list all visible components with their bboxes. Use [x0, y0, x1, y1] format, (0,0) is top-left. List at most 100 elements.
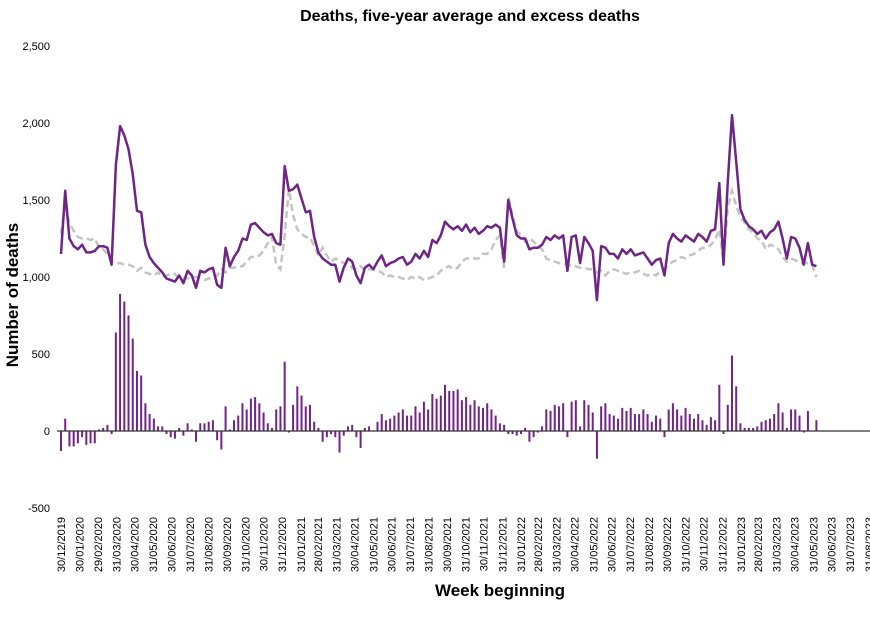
excess-bar: [131, 338, 134, 431]
excess-bar: [507, 431, 510, 435]
excess-bar: [144, 403, 147, 431]
excess-bar: [186, 423, 189, 431]
excess-bar: [549, 410, 552, 431]
x-tick-label: 31/05/2023: [808, 517, 820, 572]
excess-bar: [207, 421, 210, 431]
excess-bar: [308, 404, 311, 431]
excess-bar: [579, 426, 582, 431]
excess-bar: [806, 410, 809, 431]
excess-bar: [553, 404, 556, 431]
excess-bar: [608, 414, 611, 431]
excess-bar: [220, 431, 223, 450]
x-tick-label: 30/11/2022: [699, 517, 711, 571]
x-tick-label: 31/03/2022: [552, 517, 564, 572]
deaths-line: [59, 114, 817, 302]
excess-bar: [583, 400, 586, 431]
x-tick-label: 30/01/2020: [75, 517, 87, 572]
excess-bar: [427, 409, 430, 431]
excess-bar: [60, 431, 62, 452]
excess-bar: [524, 427, 527, 431]
x-tick-label: 31/03/2023: [772, 517, 784, 572]
excess-bar: [621, 407, 624, 431]
excess-bar: [705, 424, 708, 431]
excess-bar: [629, 407, 632, 431]
excess-bar: [93, 431, 96, 444]
excess-bar: [768, 418, 771, 431]
x-tick-label: 31/07/2022: [625, 517, 637, 572]
excess-bar: [127, 315, 130, 431]
x-tick-label: 31/07/2021: [405, 517, 417, 572]
excess-bar: [72, 431, 75, 447]
excess-bar: [178, 427, 181, 431]
excess-bar: [448, 390, 451, 431]
excess-bar: [545, 409, 548, 431]
x-tick-label: 28/02/2021: [313, 517, 325, 572]
excess-bar: [135, 370, 138, 431]
excess-bar: [169, 431, 172, 438]
excess-bar: [414, 406, 417, 431]
excess-bar: [123, 301, 126, 431]
excess-bar: [714, 420, 717, 431]
excess-bar: [439, 395, 442, 431]
excess-bar: [330, 431, 333, 435]
excess-bar: [486, 403, 489, 431]
y-tick-label: 2,000: [22, 118, 50, 130]
excess-bar: [304, 406, 307, 431]
excess-bar: [346, 426, 349, 431]
excess-bar: [401, 409, 404, 431]
excess-bar: [182, 431, 185, 436]
excess-bar: [279, 406, 282, 431]
excess-bar: [655, 415, 658, 431]
excess-bar: [595, 431, 598, 459]
excess-bar: [114, 332, 117, 431]
x-tick-label: 30/09/2021: [442, 517, 454, 572]
excess-bar: [781, 412, 784, 431]
excess-bar: [102, 427, 105, 431]
excess-bar: [528, 431, 531, 442]
excess-bar: [216, 431, 219, 441]
x-tick-label: 30/06/2021: [386, 517, 398, 572]
excess-bar: [688, 414, 691, 431]
five-year-average-line: [59, 185, 818, 282]
excess-bar: [671, 403, 674, 431]
excess-bar: [271, 427, 273, 431]
excess-bar: [81, 431, 84, 438]
excess-bar: [494, 415, 497, 431]
excess-bar: [317, 427, 320, 431]
excess-bar: [157, 426, 160, 431]
y-tick-label: 2,500: [22, 41, 50, 53]
excess-bar: [76, 431, 79, 444]
excess-bar: [465, 397, 468, 431]
x-tick-label: 31/08/2022: [644, 517, 656, 572]
y-tick-label: 1,000: [22, 272, 50, 284]
excess-bar: [612, 415, 615, 431]
excess-bar: [798, 415, 801, 431]
excess-bar: [173, 431, 176, 439]
excess-bar: [777, 403, 780, 431]
excess-bar: [452, 390, 455, 431]
excess-bar: [241, 403, 244, 431]
excess-bar: [287, 431, 290, 433]
excess-bar: [756, 426, 759, 431]
excess-bar: [97, 429, 100, 431]
excess-bar: [490, 409, 493, 431]
x-tick-label: 31/10/2022: [681, 517, 693, 572]
excess-bar: [397, 412, 400, 431]
excess-bar: [444, 384, 447, 431]
x-tick-label: 31/05/2020: [148, 517, 160, 572]
excess-bar: [249, 398, 252, 431]
x-tick-label: 31/01/2022: [516, 517, 528, 572]
x-tick-label: 30/09/2022: [662, 517, 674, 572]
x-tick-label: 31/12/2020: [277, 517, 289, 572]
x-tick-label: 31/10/2020: [240, 517, 252, 572]
excess-bar: [389, 418, 392, 431]
x-tick-label: 31/03/2020: [111, 517, 123, 572]
excess-bar: [503, 424, 506, 431]
excess-bar: [701, 420, 704, 431]
x-tick-label: 31/01/2021: [296, 517, 308, 572]
excess-bar: [152, 418, 155, 431]
x-tick-label: 31/05/2021: [368, 517, 380, 572]
excess-bar: [642, 409, 645, 431]
excess-bar: [600, 406, 603, 431]
x-tick-label: 31/10/2021: [461, 517, 473, 572]
